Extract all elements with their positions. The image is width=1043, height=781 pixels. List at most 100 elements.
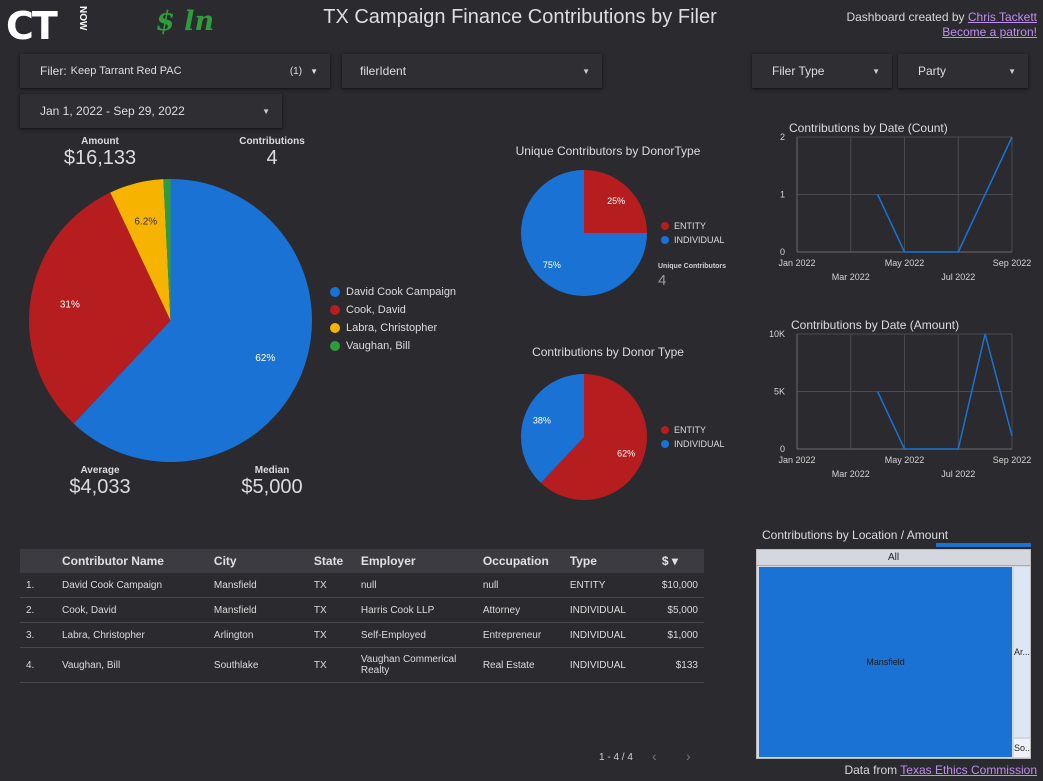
cell-city: Mansfield (207, 573, 308, 598)
cell-occupation: Attorney (476, 597, 564, 623)
legend-item[interactable]: Cook, David (330, 301, 456, 319)
cell-occupation: Real Estate (476, 647, 564, 683)
page-title: TX Campaign Finance Contributions by Fil… (323, 6, 717, 28)
table-row[interactable]: 4. Vaughan, Bill Southlake TX Vaughan Co… (20, 647, 704, 683)
kpi-label: Median (254, 465, 290, 476)
kpi-value: 4 (266, 147, 278, 169)
unique-donortype-pie[interactable]: 25% 75% (520, 169, 648, 297)
table-row[interactable]: 3. Labra, Christopher Arlington TX Self-… (20, 622, 704, 648)
row-index: 2. (20, 597, 56, 623)
pie-slice-label: 25% (607, 196, 625, 206)
tec-link[interactable]: Texas Ethics Commission (900, 763, 1037, 777)
pie-slice[interactable] (110, 179, 171, 321)
party-label: Party (918, 64, 947, 78)
pie-slice[interactable] (163, 179, 171, 321)
treemap-scale-bar (936, 543, 1031, 547)
cell-amount: $1,000 (655, 622, 704, 648)
donor-pie-title: Contributions by Donor Type (532, 345, 684, 359)
series-line[interactable] (876, 136, 1013, 253)
pie-slice[interactable] (73, 179, 312, 462)
ct-logo: CT (6, 4, 58, 48)
pagination-label: 1 - 4 / 4 (599, 752, 633, 763)
amount-chart-title: Contributions by Date (Amount) (791, 318, 960, 332)
contributor-pie-chart[interactable]: 62% 31% 6.2% (28, 178, 313, 463)
legend-swatch (330, 341, 340, 351)
date-range-picker[interactable]: Jan 1, 2022 - Sep 29, 2022 ▼ (20, 94, 282, 128)
author-link[interactable]: Chris Tackett (967, 10, 1037, 24)
patron-link[interactable]: Become a patron! (942, 25, 1037, 39)
filer-type-dropdown[interactable]: Filer Type ▼ (752, 54, 892, 88)
column-header-amount[interactable]: $ ▾ (655, 549, 704, 573)
treemap-cell[interactable]: Ar... (1014, 567, 1030, 737)
x-tick-label: Sep 2022 (993, 258, 1032, 268)
legend-item[interactable]: Vaughan, Bill (330, 337, 456, 355)
legend-label: ENTITY (674, 425, 707, 435)
pie-slice[interactable] (584, 170, 647, 233)
legend-item[interactable]: INDIVIDUAL (661, 233, 725, 247)
column-header-state[interactable]: State (307, 549, 355, 573)
chevron-down-icon: ▼ (582, 66, 590, 76)
legend-item[interactable]: David Cook Campaign (330, 283, 456, 301)
donor-type-pie[interactable]: 62% 38% (520, 373, 648, 501)
cell-employer: Vaughan Commerical Realty (354, 647, 477, 683)
legend-swatch (330, 287, 340, 297)
treemap-cell[interactable]: Mansfield (759, 567, 1012, 757)
pie-slice[interactable] (540, 374, 647, 500)
legend-item[interactable]: ENTITY (661, 219, 725, 233)
filer-value: Keep Tarrant Red PAC (70, 65, 182, 77)
legend-label: INDIVIDUAL (674, 439, 725, 449)
legend-item[interactable]: Labra, Christopher (330, 319, 456, 337)
chevron-down-icon: ▼ (310, 66, 318, 76)
legend-item[interactable]: ENTITY (661, 423, 725, 437)
cell-city: Mansfield (207, 597, 308, 623)
y-tick-label: 1 (780, 190, 785, 200)
filer-ident-dropdown[interactable]: filerIdent ▼ (342, 54, 602, 88)
contributions-kpi: Contributions 4 (222, 136, 322, 170)
kpi-value: $5,000 (241, 476, 303, 498)
series-line[interactable] (876, 333, 1013, 450)
legend-swatch (330, 323, 340, 333)
y-tick-label: 2 (780, 132, 785, 142)
column-header-city[interactable]: City (207, 549, 308, 573)
x-tick-label: Sep 2022 (993, 455, 1032, 465)
pie-slice[interactable] (521, 374, 584, 483)
contributor-legend: David Cook Campaign Cook, David Labra, Chr… (330, 283, 456, 355)
cell-amount: $5,000 (655, 597, 704, 623)
filer-dropdown[interactable]: Filer: Keep Tarrant Red PAC (1) ▼ (20, 54, 330, 88)
x-tick-label: Jan 2022 (778, 455, 815, 465)
legend-item[interactable]: INDIVIDUAL (661, 437, 725, 451)
table-row[interactable]: 2. Cook, David Mansfield TX Harris Cook … (20, 597, 704, 623)
unique-pie-legend: ENTITY INDIVIDUAL (661, 219, 725, 247)
column-header-occupation[interactable]: Occupation (476, 549, 564, 573)
cell-name: Cook, David (55, 597, 208, 623)
cell-state: TX (307, 647, 355, 683)
cell-name: Vaughan, Bill (55, 647, 208, 683)
pie-slice[interactable] (28, 192, 171, 424)
pie-slice[interactable] (521, 170, 647, 296)
cell-type: INDIVIDUAL (563, 597, 656, 623)
column-header-employer[interactable]: Employer (354, 549, 477, 573)
column-header-type[interactable]: Type (563, 549, 656, 573)
pie-slice-label: 6.2% (134, 217, 157, 228)
kpi-value: $4,033 (69, 476, 131, 498)
filer-label: Filer: (40, 64, 67, 78)
party-dropdown[interactable]: Party ▼ (898, 54, 1028, 88)
legend-label: Vaughan, Bill (346, 340, 411, 352)
y-tick-label: 0 (780, 247, 785, 257)
x-tick-label: May 2022 (885, 455, 925, 465)
legend-swatch (330, 305, 340, 315)
pie-slice-label: 62% (617, 449, 635, 459)
x-tick-label: May 2022 (885, 258, 925, 268)
cell-type: INDIVIDUAL (563, 647, 656, 683)
prev-page-icon[interactable]: ‹ (652, 748, 657, 764)
count-chart-title: Contributions by Date (Count) (789, 121, 948, 135)
column-header-name[interactable]: Contributor Name (55, 549, 208, 573)
treemap[interactable]: All Mansfield Ar... So... (756, 549, 1031, 759)
index-header (20, 549, 56, 573)
next-page-icon[interactable]: › (686, 748, 691, 764)
treemap-cell[interactable]: So... (1014, 739, 1030, 757)
table-row[interactable]: 1. David Cook Campaign Mansfield TX null… (20, 573, 704, 598)
treemap-root-label[interactable]: All (757, 550, 1030, 566)
